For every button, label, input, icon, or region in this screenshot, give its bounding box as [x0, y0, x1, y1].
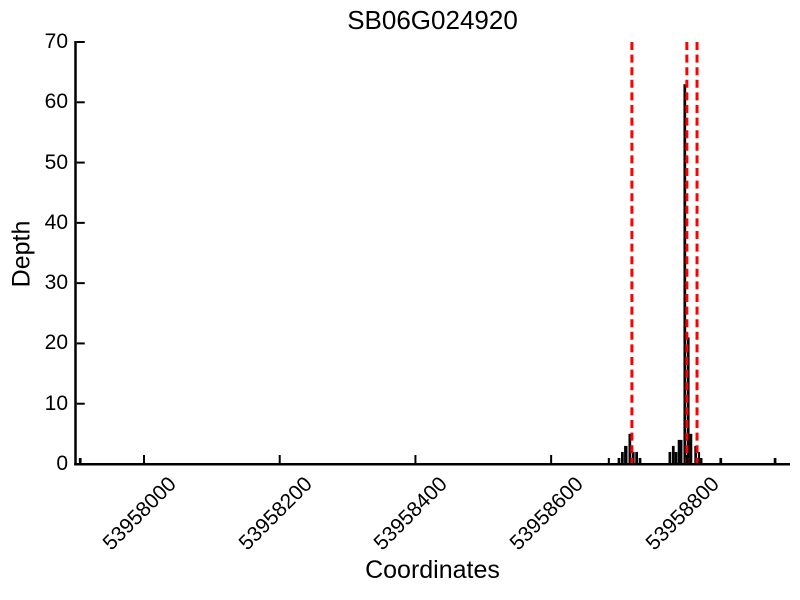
depth-bar: [698, 451, 701, 464]
depth-bar: [683, 84, 687, 464]
y-tick-label: 0: [56, 452, 68, 475]
y-tick-label: 40: [44, 210, 68, 234]
depth-bar: [638, 457, 642, 464]
y-tick-label: 10: [44, 391, 68, 415]
depth-bar: [677, 439, 683, 464]
depth-bar: [719, 457, 723, 464]
y-tick-label: 50: [44, 150, 68, 174]
depth-bar: [694, 445, 698, 464]
depth-bar: [773, 457, 777, 464]
y-tick-label: 20: [44, 331, 68, 355]
depth-bar: [699, 457, 703, 464]
chart-title: SB06G024920: [347, 5, 518, 35]
depth-bar: [635, 451, 638, 464]
depth-bar: [621, 451, 624, 464]
depth-bar: [668, 451, 672, 464]
depth-bar: [674, 451, 678, 464]
depth-bar: [624, 445, 628, 464]
y-tick-label: 70: [44, 30, 68, 53]
depth-bar: [617, 457, 621, 464]
y-tick-label: 30: [44, 271, 68, 295]
y-tick-label: 60: [44, 90, 68, 114]
depth-bar: [607, 457, 610, 464]
depth-bar: [671, 445, 675, 464]
depth-bar: [689, 433, 693, 464]
depth-bar: [78, 457, 82, 464]
x-axis-label: Coordinates: [365, 556, 500, 584]
depth-bar: [628, 433, 632, 464]
